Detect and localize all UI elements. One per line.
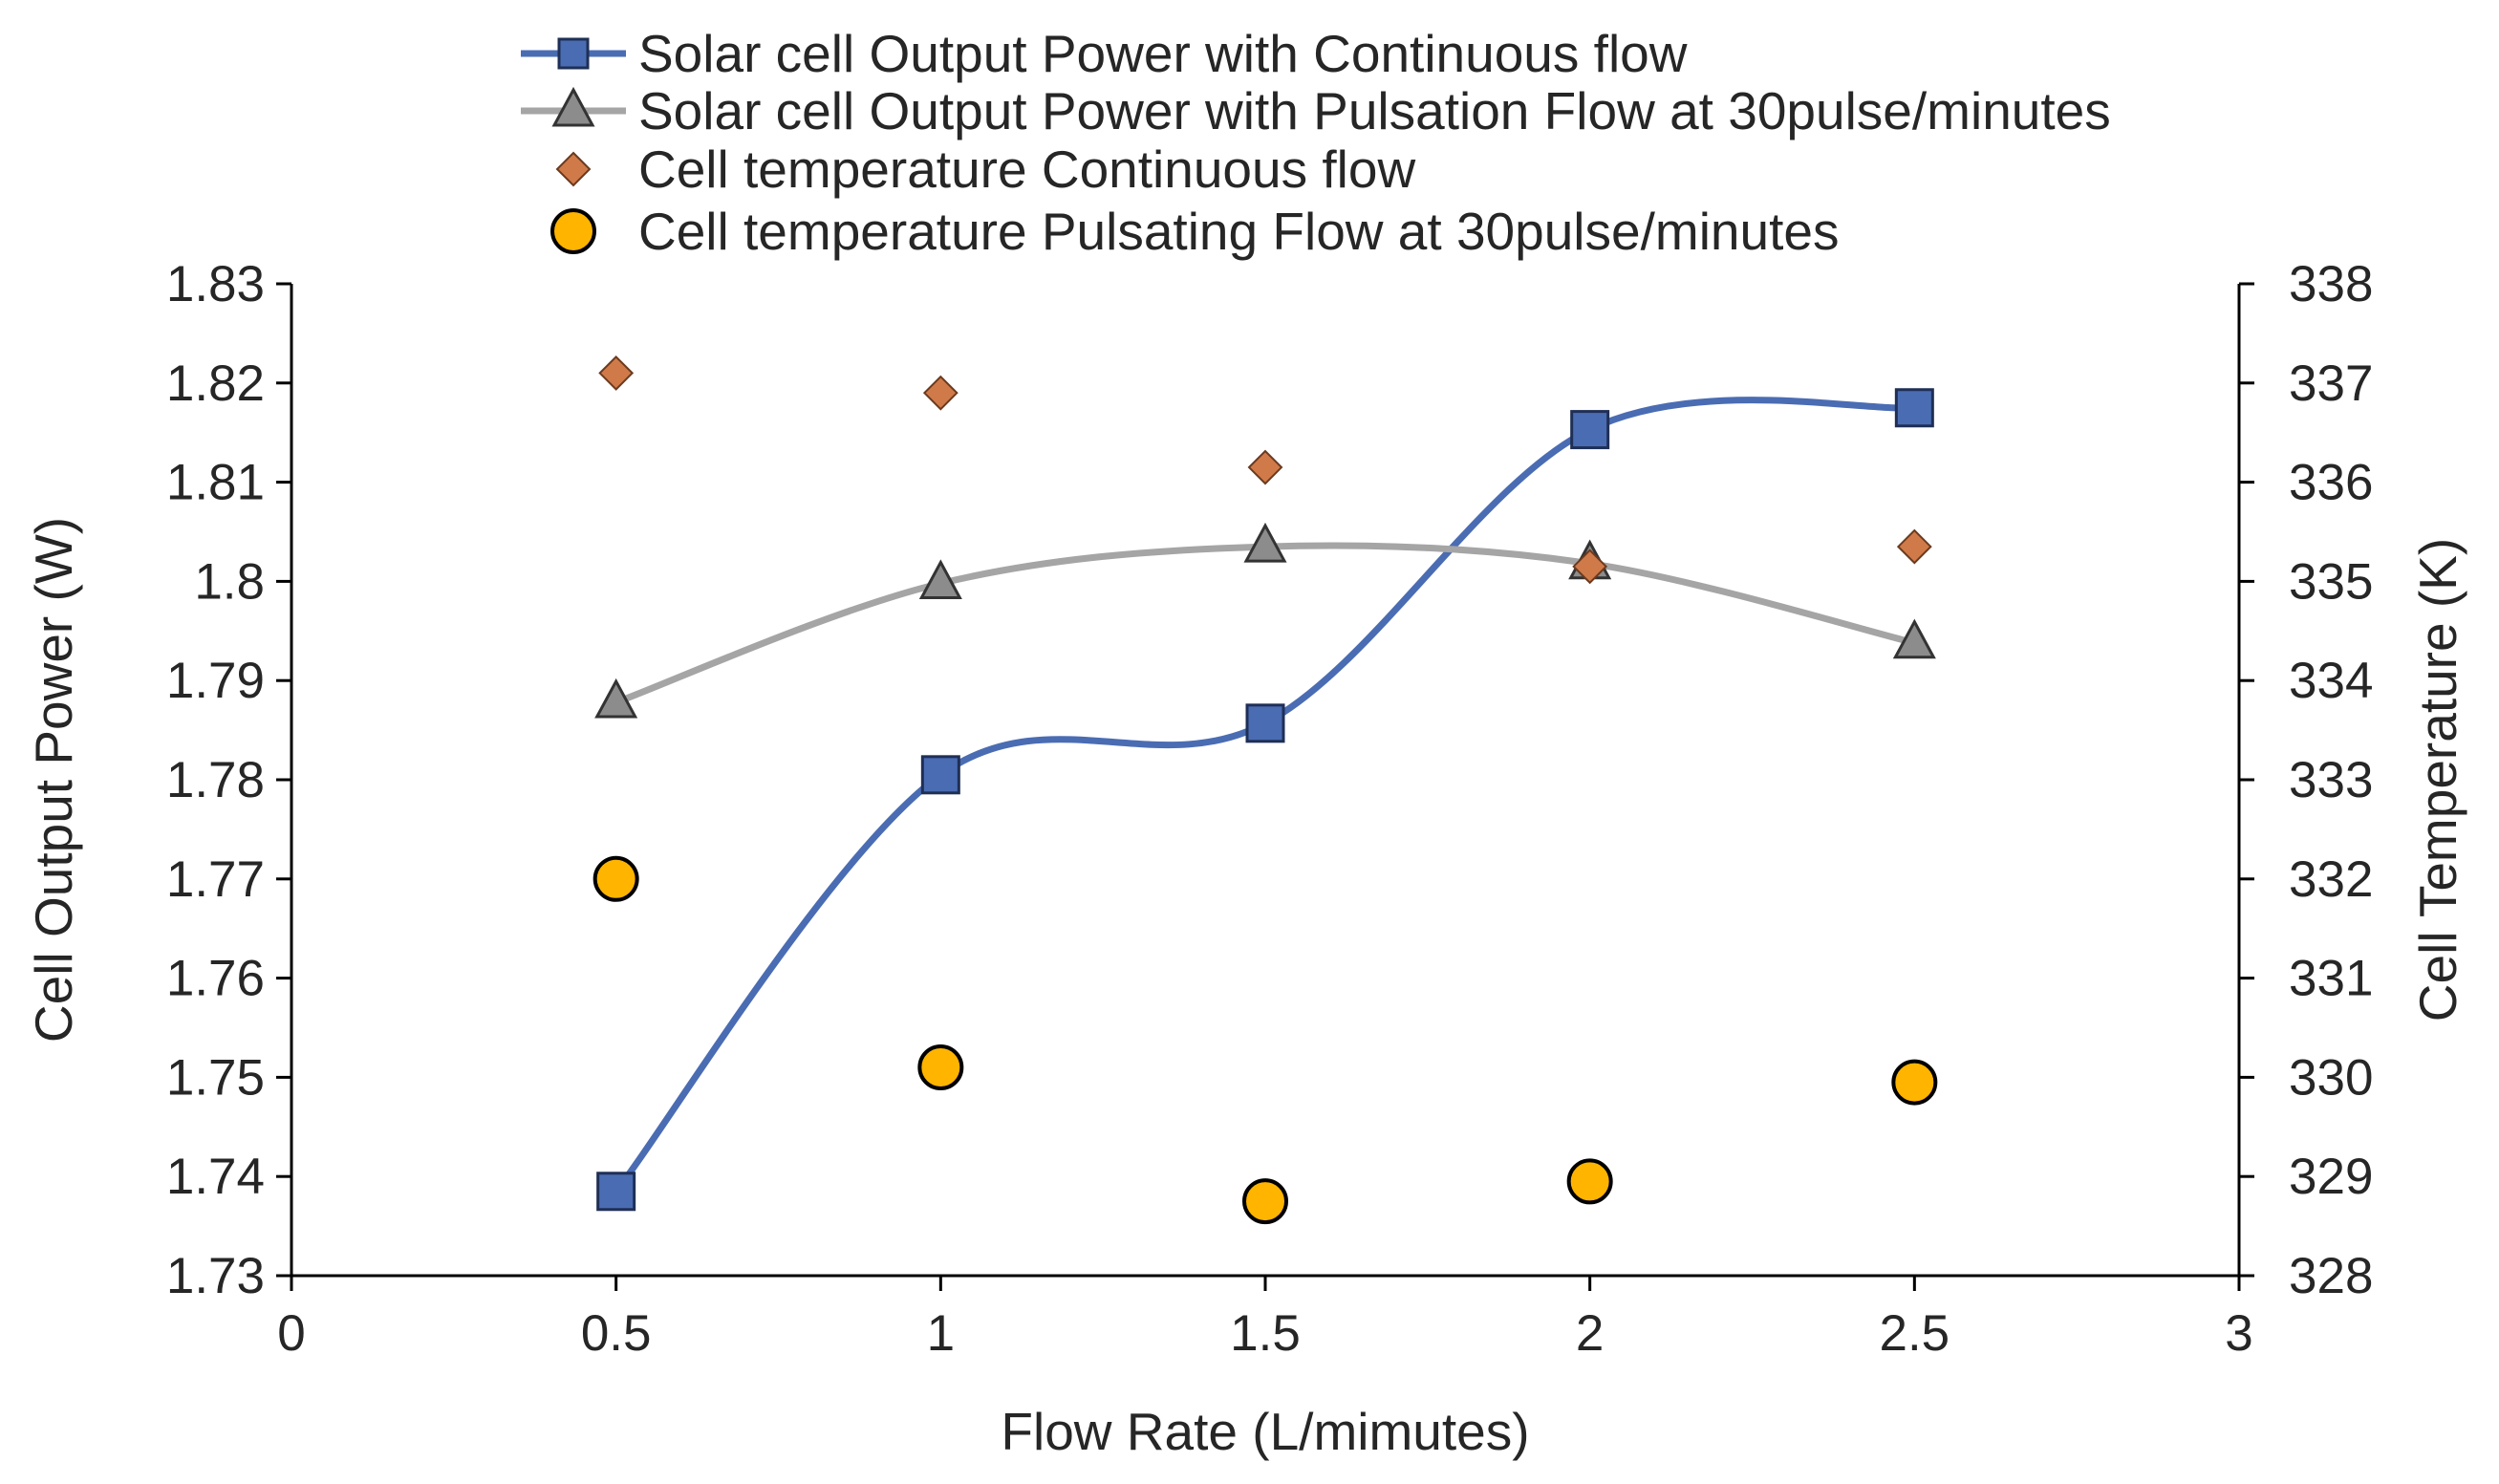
y2-tick-label: 330 (2289, 1049, 2373, 1106)
series-4-point-2 (917, 1044, 964, 1091)
y2-tick-label: 329 (2289, 1149, 2373, 1205)
legend-label-4: Cell temperature Pulsating Flow at 30pul… (638, 202, 1839, 261)
y-tick-label: 1.8 (194, 553, 265, 610)
legend-label-1: Solar cell Output Power with Continuous … (638, 24, 1688, 83)
y-tick-label: 1.78 (166, 752, 265, 808)
x-tick-label: 0.5 (581, 1305, 652, 1362)
y2-tick-label: 331 (2289, 951, 2373, 1007)
y-tick-label: 1.74 (166, 1149, 265, 1205)
y-tick-label: 1.82 (166, 355, 265, 412)
legend-label-2: Solar cell Output Power with Pulsation F… (638, 81, 2111, 140)
series-1-point-1 (596, 1172, 636, 1212)
legend-marker-4 (550, 208, 596, 254)
series-3-point-1 (598, 355, 635, 391)
y2-tick-label: 334 (2289, 653, 2373, 709)
y2-tick-label: 333 (2289, 752, 2373, 808)
x-axis-title: Flow Rate (L/mimutes) (1001, 1402, 1529, 1461)
y-tick-label: 1.79 (166, 653, 265, 709)
series-1-point-5 (1894, 388, 1934, 428)
series-2-point-2 (918, 559, 962, 599)
y2-tick-label: 335 (2289, 553, 2373, 610)
series-3-point-4 (1572, 548, 1608, 585)
y2-axis-title: Cell Temperature (K) (2408, 538, 2467, 1022)
series-markers (592, 355, 1938, 1225)
y2-tick-label: 336 (2289, 455, 2373, 511)
y-tick-label: 1.77 (166, 851, 265, 908)
x-tick-label: 3 (2225, 1305, 2252, 1362)
axes: 0 0.5 1 1.5 2 2.5 3 1.73 1.74 1.75 1.76 1.77 1.78 1.7… (24, 256, 2467, 1461)
series-2-point-3 (1243, 522, 1287, 563)
y-axis-title: Cell Output Power (W) (24, 517, 83, 1043)
legend-marker-1 (557, 37, 590, 70)
legend: Solar cell Output Power with Continuous … (521, 24, 2111, 261)
series-2-point-5 (1892, 618, 1936, 659)
legend-marker-2 (551, 86, 595, 127)
y2-tick-label: 328 (2289, 1248, 2373, 1304)
y-tick-label: 1.83 (166, 256, 265, 312)
x-tick-label: 2 (1576, 1305, 1604, 1362)
y-tick-label: 1.75 (166, 1049, 265, 1106)
x-tick-label: 1 (927, 1305, 955, 1362)
series-4-point-3 (1242, 1178, 1288, 1225)
y-tick-label: 1.73 (166, 1248, 265, 1304)
legend-marker-3 (555, 151, 592, 187)
series-4-point-5 (1891, 1059, 1938, 1106)
y-tick-label: 1.81 (166, 455, 265, 511)
series-3-point-2 (922, 375, 959, 411)
series-4-point-4 (1566, 1158, 1613, 1205)
series-3-point-3 (1247, 449, 1283, 485)
series-1-point-4 (1570, 410, 1610, 450)
x-tick-label: 2.5 (1879, 1305, 1950, 1362)
legend-label-3: Cell temperature Continuous flow (638, 140, 1415, 199)
series-3-point-5 (1896, 528, 1932, 565)
series-1-point-3 (1245, 703, 1285, 743)
y2-tick-label: 332 (2289, 851, 2373, 908)
series-4-point-1 (592, 855, 639, 902)
y-tick-label: 1.76 (166, 951, 265, 1007)
y2-tick-label: 338 (2289, 256, 2373, 312)
series-2-point-1 (594, 677, 638, 719)
series-1-point-2 (920, 755, 960, 795)
y2-tick-label: 337 (2289, 355, 2373, 412)
x-tick-label: 1.5 (1230, 1305, 1301, 1362)
x-tick-label: 0 (277, 1305, 305, 1362)
